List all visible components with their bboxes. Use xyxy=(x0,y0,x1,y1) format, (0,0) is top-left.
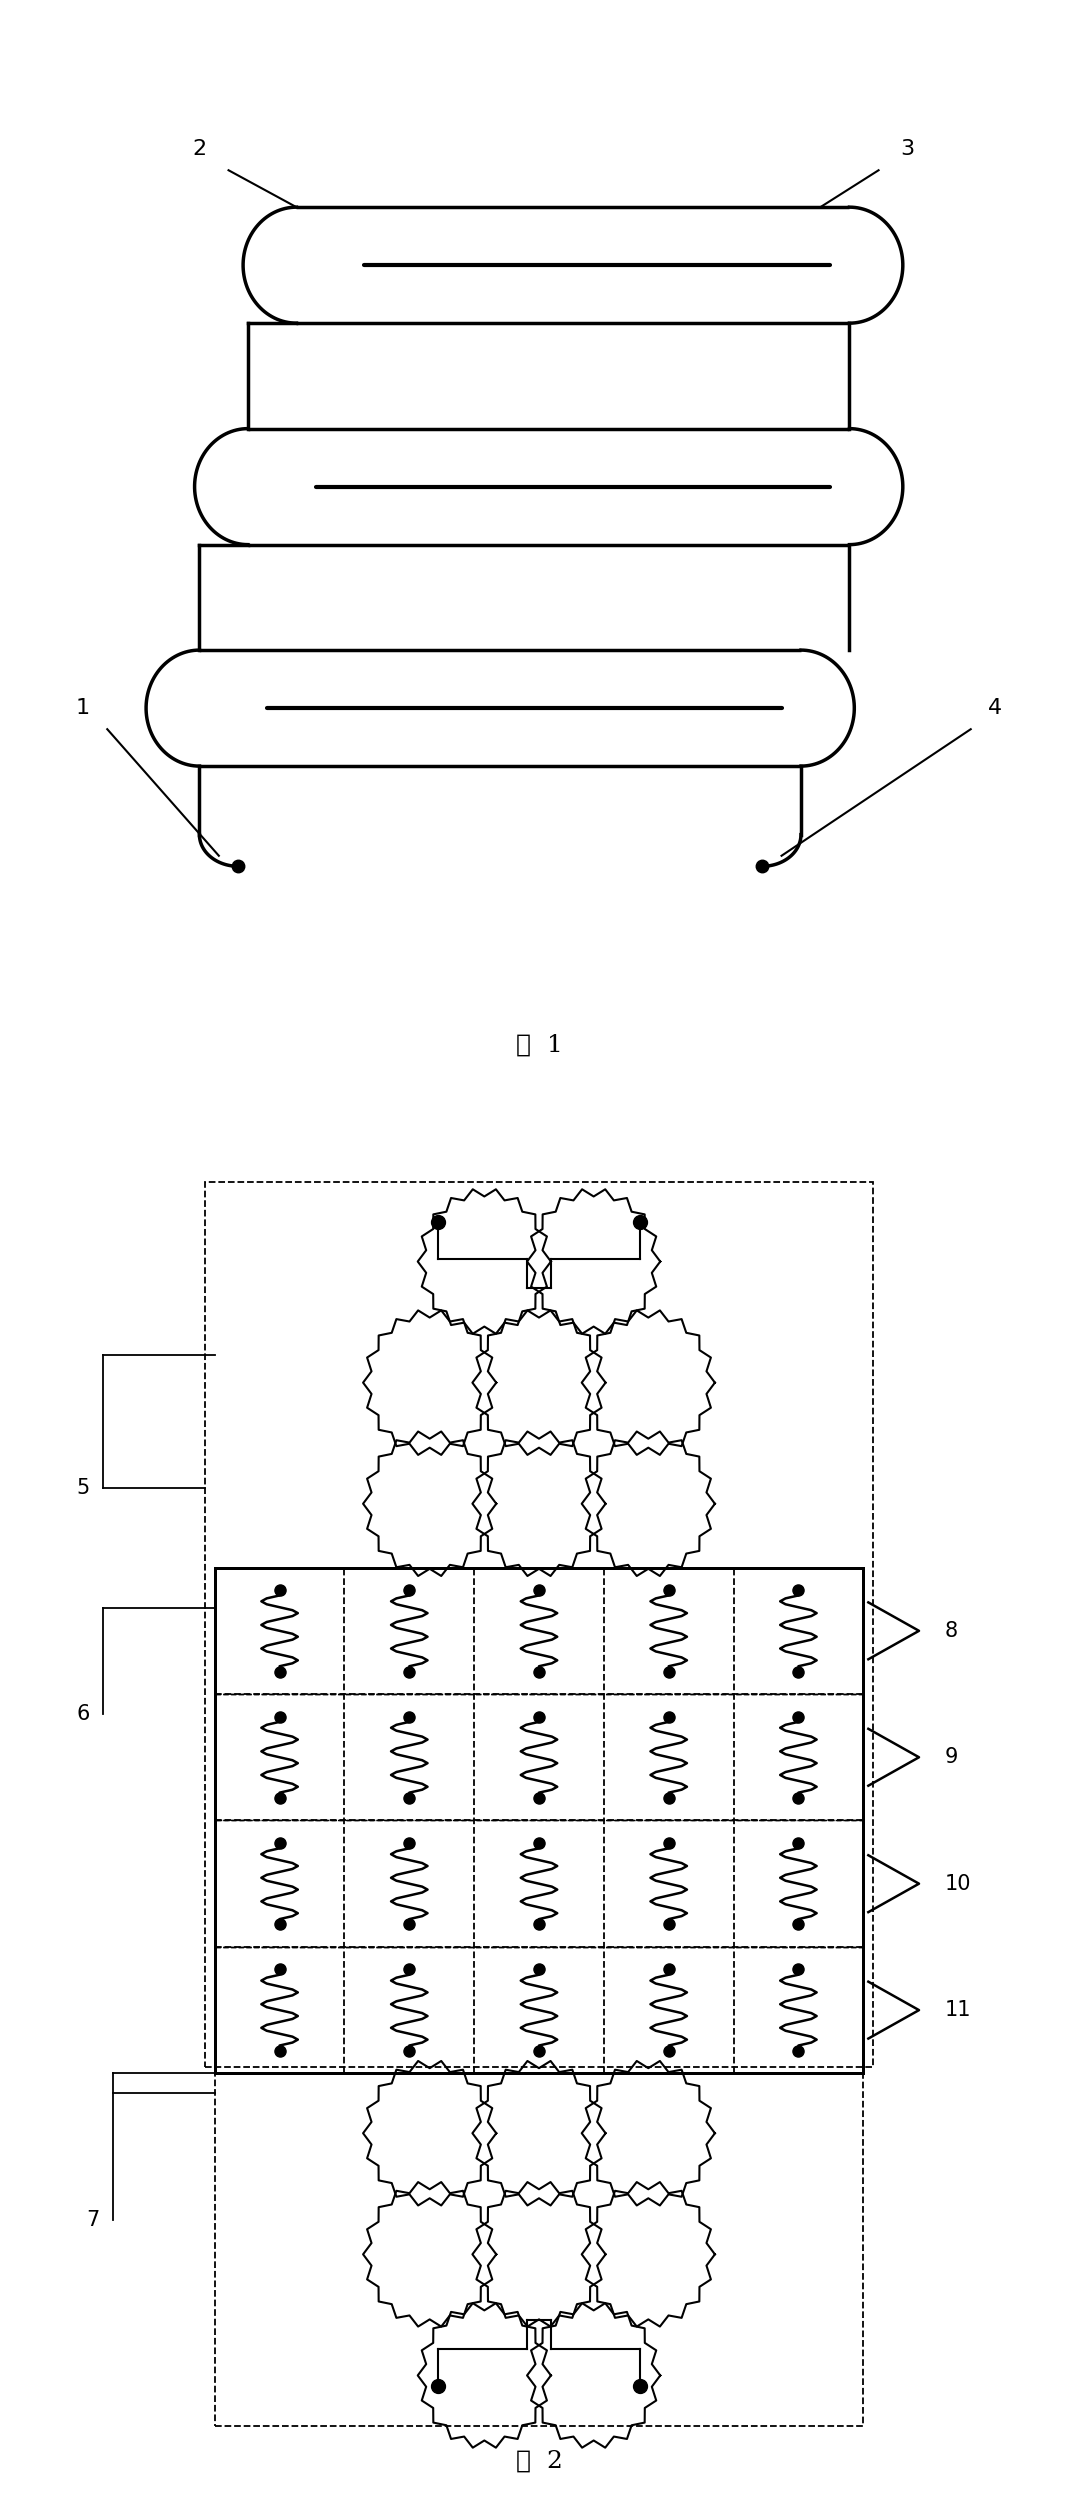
Text: 5: 5 xyxy=(77,1479,89,1497)
Text: 2: 2 xyxy=(192,138,207,158)
Text: 3: 3 xyxy=(900,138,915,158)
Text: 图  2: 图 2 xyxy=(515,2451,563,2473)
Bar xyxy=(215,1695,863,1820)
Bar xyxy=(215,1567,863,1695)
Text: 图  1: 图 1 xyxy=(515,1035,563,1057)
Bar xyxy=(215,2074,863,2426)
Text: 6: 6 xyxy=(77,1705,89,1725)
Bar xyxy=(215,1946,863,2074)
Text: 7: 7 xyxy=(86,2210,100,2230)
Text: 10: 10 xyxy=(944,1873,971,1893)
Text: 1: 1 xyxy=(75,698,91,718)
Bar xyxy=(205,1183,873,2067)
Text: 11: 11 xyxy=(944,2001,971,2021)
Bar xyxy=(215,1820,863,1946)
Text: 9: 9 xyxy=(944,1748,957,1768)
Text: 8: 8 xyxy=(944,1620,957,1640)
Text: 4: 4 xyxy=(987,698,1003,718)
